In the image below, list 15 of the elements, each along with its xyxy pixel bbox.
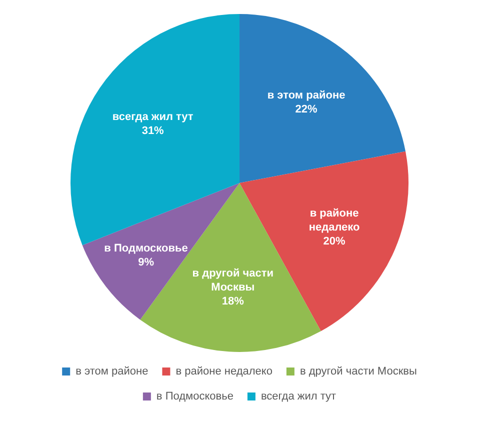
data-label: 18% xyxy=(222,296,244,308)
slice-label: в Подмосковье xyxy=(104,242,188,255)
data-label: 22% xyxy=(295,103,318,116)
slice-label: в другой части Москвы xyxy=(192,268,274,294)
data-label: 20% xyxy=(323,236,346,248)
legend-label: в районе недалеко xyxy=(176,366,272,378)
legend-label: всегда жил тут xyxy=(260,390,336,403)
slice-label: в районе недалеко xyxy=(308,208,360,234)
slice-label: всегда жил тут xyxy=(112,111,194,124)
legend-label: в этом районе xyxy=(76,366,148,378)
data-label: 31% xyxy=(142,125,164,138)
slice-label: в этом районе xyxy=(267,89,346,102)
legend-label: в Подмосковье xyxy=(156,390,234,403)
legend-label: в другой части Москвы xyxy=(300,366,417,378)
data-label: 9% xyxy=(138,256,154,269)
